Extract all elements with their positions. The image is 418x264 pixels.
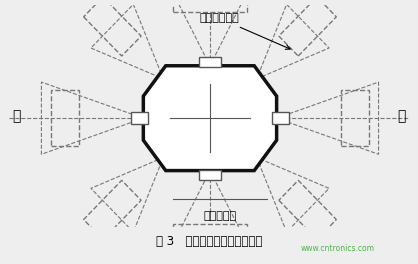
Polygon shape: [143, 66, 277, 171]
Polygon shape: [199, 169, 221, 180]
Polygon shape: [272, 112, 289, 124]
Text: 超声波传感器: 超声波传感器: [200, 13, 290, 49]
Polygon shape: [130, 112, 148, 124]
Text: 机器人底板: 机器人底板: [203, 211, 236, 221]
Polygon shape: [199, 57, 221, 67]
Text: 前: 前: [398, 109, 406, 123]
Text: www.cntronics.com: www.cntronics.com: [301, 244, 375, 253]
Text: 图 3   测距系统测量范围标定图: 图 3 测距系统测量范围标定图: [156, 235, 262, 248]
Text: 后: 后: [12, 109, 20, 123]
